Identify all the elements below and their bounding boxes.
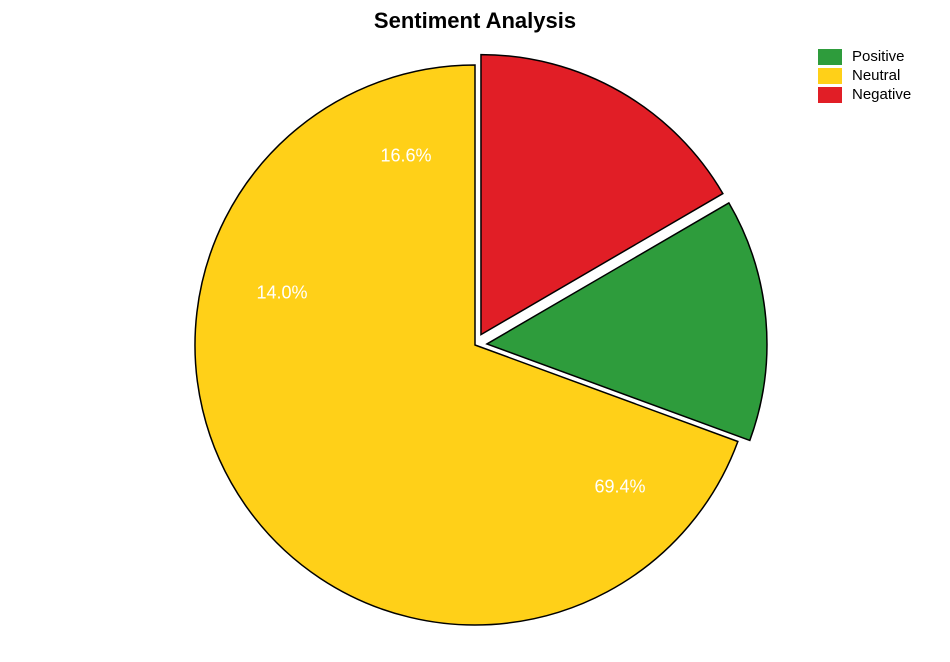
pie-svg bbox=[0, 0, 950, 662]
legend-item-neutral: Neutral bbox=[818, 67, 911, 84]
slice-label-positive: 14.0% bbox=[256, 283, 307, 304]
legend-swatch-negative bbox=[818, 87, 842, 103]
legend-label-negative: Negative bbox=[852, 86, 911, 103]
legend-label-positive: Positive bbox=[852, 48, 905, 65]
legend: Positive Neutral Negative bbox=[818, 48, 911, 105]
legend-label-neutral: Neutral bbox=[852, 67, 900, 84]
legend-swatch-positive bbox=[818, 49, 842, 65]
slice-label-neutral: 69.4% bbox=[594, 477, 645, 498]
sentiment-pie-chart: Sentiment Analysis 16.6% 14.0% 69.4% Pos… bbox=[0, 0, 950, 662]
slice-label-negative: 16.6% bbox=[380, 146, 431, 167]
legend-item-positive: Positive bbox=[818, 48, 911, 65]
legend-swatch-neutral bbox=[818, 68, 842, 84]
legend-item-negative: Negative bbox=[818, 86, 911, 103]
